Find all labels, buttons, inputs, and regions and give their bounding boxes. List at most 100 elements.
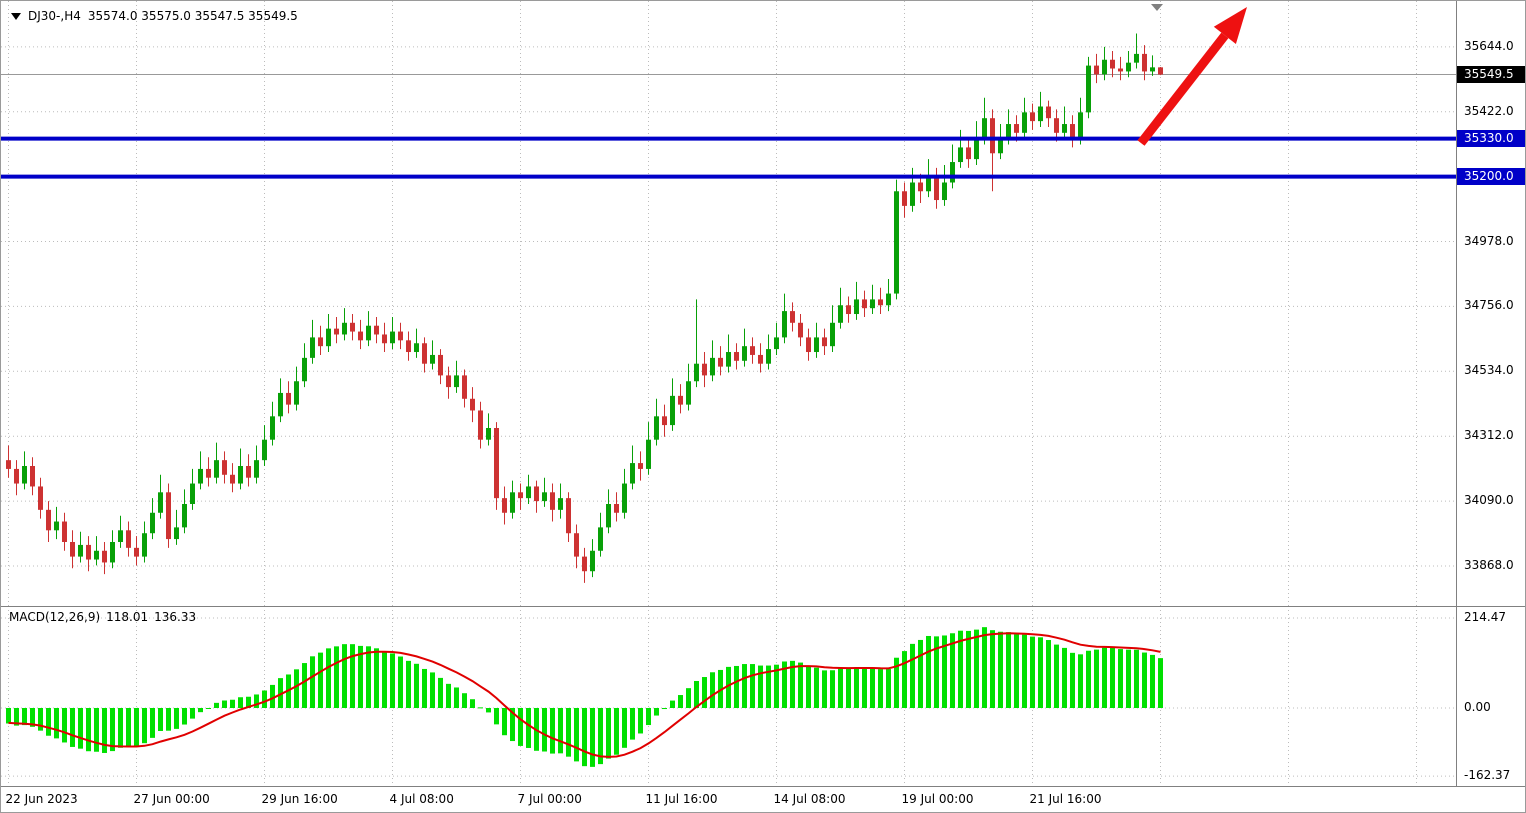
candle-body xyxy=(598,527,603,551)
candle-body xyxy=(78,544,83,557)
macd-bar xyxy=(86,708,91,752)
macd-bar xyxy=(38,708,43,731)
macd-bar xyxy=(1014,634,1019,708)
macd-bar xyxy=(918,639,923,708)
macd-bar xyxy=(510,708,515,742)
candle-body xyxy=(878,299,883,306)
trend-arrow-shaft[interactable] xyxy=(1137,32,1229,146)
candle-body xyxy=(790,311,795,323)
candle-body xyxy=(302,357,307,382)
trend-arrow-head[interactable] xyxy=(1213,7,1247,45)
level-price-badge: 35200.0 xyxy=(1457,167,1525,185)
macd-bar xyxy=(838,668,843,708)
candle-body xyxy=(590,550,595,572)
macd-indicator-label: MACD(12,26,9) 118.01 136.33 xyxy=(9,610,202,624)
macd-bar xyxy=(374,648,379,708)
candle-body xyxy=(70,541,75,557)
macd-bar xyxy=(990,630,995,708)
candle-body xyxy=(1006,124,1011,139)
candle-body xyxy=(662,416,667,426)
candle-body xyxy=(750,346,755,355)
macd-bar xyxy=(846,668,851,708)
time-axis-label: 27 Jun 00:00 xyxy=(133,792,210,806)
candle-body xyxy=(854,299,859,315)
macd-bar xyxy=(358,645,363,708)
candle-body xyxy=(1014,124,1019,133)
macd-bar xyxy=(142,708,147,744)
macd-bar xyxy=(1110,647,1115,708)
candle-body xyxy=(1054,118,1059,133)
price-tick-label: 34756.0 xyxy=(1464,298,1514,313)
candle-body xyxy=(278,392,283,417)
macd-bar xyxy=(278,678,283,708)
candle-body xyxy=(734,352,739,361)
macd-bar xyxy=(1094,649,1099,708)
macd-bar xyxy=(350,644,355,708)
candle-body xyxy=(918,182,923,192)
candle-body xyxy=(1070,124,1075,139)
candle-body xyxy=(1046,106,1051,119)
candle-body xyxy=(430,354,435,364)
candle-body xyxy=(422,343,427,364)
candle-body xyxy=(1038,106,1043,122)
candle-body xyxy=(54,521,59,531)
panel-separator[interactable] xyxy=(1,606,1525,607)
candle-body xyxy=(558,498,563,510)
macd-bar xyxy=(950,633,955,708)
candle-body xyxy=(374,325,379,335)
candle-body xyxy=(1022,112,1027,133)
macd-bar xyxy=(894,657,899,708)
macd-bar xyxy=(1086,650,1091,708)
candle-body xyxy=(326,328,331,347)
price-tick-label: 34534.0 xyxy=(1464,363,1514,378)
macd-bar xyxy=(614,708,619,755)
price-tick-label: 34090.0 xyxy=(1464,493,1514,508)
candle-body xyxy=(270,416,275,440)
macd-bar xyxy=(822,670,827,708)
candle-body xyxy=(182,503,187,528)
candle-body xyxy=(14,468,19,484)
macd-bar xyxy=(430,672,435,708)
chart-header: DJ30-,H4 35574.0 35575.0 35547.5 35549.5 xyxy=(11,9,298,23)
candle-body xyxy=(846,305,851,315)
macd-bar xyxy=(62,708,67,743)
candle-body xyxy=(926,176,931,192)
macd-bar xyxy=(766,665,771,708)
candle-body xyxy=(342,322,347,335)
macd-bar xyxy=(214,702,219,708)
macd-signal-line xyxy=(8,632,1161,758)
candle-body xyxy=(702,363,707,376)
macd-bar xyxy=(638,708,643,734)
macd-bar xyxy=(246,696,251,708)
macd-bar xyxy=(334,646,339,708)
candle-body xyxy=(262,439,267,461)
macd-bar xyxy=(302,663,307,708)
macd-bar xyxy=(78,708,83,749)
macd-bar xyxy=(982,627,987,708)
candle-body xyxy=(670,395,675,426)
macd-bar xyxy=(966,630,971,708)
macd-bar xyxy=(1038,637,1043,708)
macd-panel-canvas[interactable] xyxy=(1,606,1456,786)
chart-shift-marker-icon[interactable] xyxy=(1151,4,1163,11)
macd-bar xyxy=(566,708,571,757)
candle-body xyxy=(350,322,355,332)
candle-body xyxy=(198,468,203,484)
macd-bar xyxy=(318,652,323,708)
macd-bar xyxy=(558,708,563,754)
macd-histogram xyxy=(6,627,1163,767)
candle-body xyxy=(566,498,571,534)
macd-bar xyxy=(222,700,227,708)
candle-body xyxy=(710,357,715,376)
macd-bar xyxy=(294,669,299,708)
candle-body xyxy=(214,460,219,478)
macd-signal-value: 136.33 xyxy=(154,610,197,624)
symbol-dropdown-icon[interactable] xyxy=(11,12,21,20)
macd-bar xyxy=(1078,654,1083,708)
macd-bar xyxy=(438,677,443,708)
price-chart-canvas[interactable] xyxy=(1,1,1456,606)
macd-bar xyxy=(702,677,707,708)
macd-bar xyxy=(870,668,875,708)
macd-bar xyxy=(1046,640,1051,708)
macd-bar xyxy=(806,666,811,708)
